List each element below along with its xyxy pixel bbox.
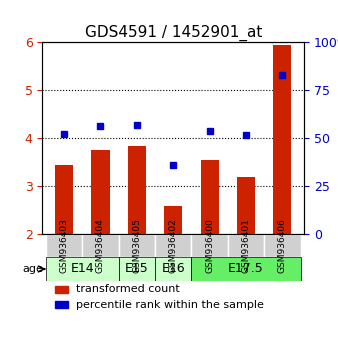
- Bar: [200, 160, 219, 234]
- Bar: [55, 286, 68, 293]
- Bar: [91, 150, 110, 234]
- FancyBboxPatch shape: [119, 234, 155, 257]
- Text: GSM936405: GSM936405: [132, 218, 141, 273]
- Text: E17.5: E17.5: [228, 262, 264, 275]
- Title: GDS4591 / 1452901_at: GDS4591 / 1452901_at: [84, 25, 262, 41]
- Bar: [55, 165, 73, 234]
- Text: E16: E16: [162, 262, 185, 275]
- Bar: [273, 45, 291, 234]
- Text: GSM936406: GSM936406: [278, 218, 287, 273]
- FancyBboxPatch shape: [46, 257, 119, 280]
- Text: age: age: [22, 264, 43, 274]
- Text: GSM936401: GSM936401: [241, 218, 250, 273]
- FancyBboxPatch shape: [191, 257, 300, 280]
- FancyBboxPatch shape: [119, 257, 155, 280]
- FancyBboxPatch shape: [82, 234, 119, 257]
- Text: percentile rank within the sample: percentile rank within the sample: [76, 300, 264, 310]
- FancyBboxPatch shape: [46, 234, 82, 257]
- FancyBboxPatch shape: [264, 234, 300, 257]
- Bar: [128, 145, 146, 234]
- Text: GSM936400: GSM936400: [205, 218, 214, 273]
- Text: GSM936403: GSM936403: [59, 218, 69, 273]
- FancyBboxPatch shape: [155, 257, 191, 280]
- Text: transformed count: transformed count: [76, 284, 180, 294]
- FancyBboxPatch shape: [191, 234, 228, 257]
- Text: GSM936404: GSM936404: [96, 218, 105, 273]
- FancyBboxPatch shape: [228, 234, 264, 257]
- FancyBboxPatch shape: [155, 234, 191, 257]
- Text: GSM936402: GSM936402: [169, 218, 178, 273]
- Text: E15: E15: [125, 262, 149, 275]
- Bar: [237, 177, 255, 234]
- Bar: [55, 301, 68, 308]
- Text: E14: E14: [70, 262, 94, 275]
- Bar: [164, 206, 182, 234]
